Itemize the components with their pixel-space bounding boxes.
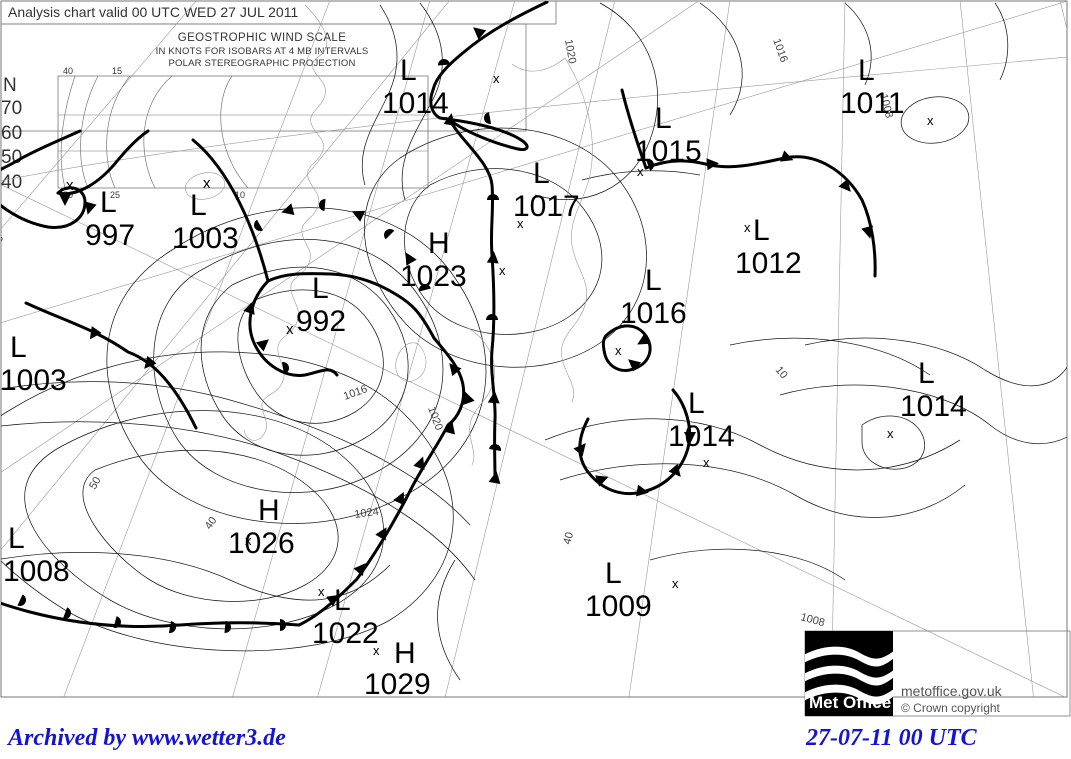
svg-text:1022: 1022 [312, 617, 379, 650]
svg-text:x: x [744, 220, 751, 235]
svg-text:x: x [672, 576, 679, 591]
svg-text:L: L [100, 186, 117, 219]
svg-text:L: L [918, 357, 935, 390]
svg-text:x: x [373, 643, 380, 658]
svg-text:1014: 1014 [668, 420, 735, 453]
svg-text:1016: 1016 [620, 297, 687, 330]
svg-text:1011: 1011 [840, 87, 905, 120]
svg-text:1009: 1009 [585, 590, 652, 623]
svg-text:x: x [493, 71, 500, 86]
svg-text:1003: 1003 [172, 222, 239, 255]
svg-text:x: x [703, 455, 710, 470]
svg-text:1029: 1029 [364, 668, 431, 701]
svg-text:Archived by www.wetter3.de: Archived by www.wetter3.de [6, 725, 286, 751]
svg-text:L: L [334, 584, 351, 617]
svg-text:x: x [927, 113, 934, 128]
svg-text:997: 997 [85, 219, 135, 252]
svg-text:IN KNOTS FOR ISOBARS AT 4 MB: IN KNOTS FOR ISOBARS AT 4 MB INTERVALS [156, 46, 369, 57]
svg-text:x: x [887, 426, 894, 441]
svg-text:x: x [615, 343, 622, 358]
svg-text:x: x [245, 533, 252, 548]
svg-text:metoffice.gov.uk: metoffice.gov.uk [901, 683, 1003, 699]
svg-text:Met Office: Met Office [809, 693, 891, 712]
svg-text:L: L [605, 557, 622, 590]
svg-text:1015: 1015 [635, 135, 702, 168]
svg-text:70: 70 [1, 98, 22, 119]
svg-text:GEOSTROPHIC WIND SCALE: GEOSTROPHIC WIND SCALE [178, 32, 347, 44]
svg-text:1012: 1012 [735, 247, 802, 280]
svg-text:x: x [286, 321, 294, 338]
svg-text:x: x [203, 175, 211, 192]
svg-text:L: L [753, 214, 770, 247]
svg-text:L: L [10, 331, 27, 364]
svg-text:© Crown copyright: © Crown copyright [901, 701, 1001, 715]
svg-text:1008: 1008 [3, 555, 70, 588]
svg-text:H: H [394, 637, 416, 670]
svg-text:L: L [655, 102, 672, 135]
svg-text:N: N [3, 75, 17, 96]
svg-text:1026: 1026 [228, 527, 295, 560]
svg-text:L: L [645, 264, 662, 297]
svg-text:L: L [858, 54, 875, 87]
svg-text:1003: 1003 [0, 364, 67, 397]
svg-text:60: 60 [1, 123, 22, 144]
svg-text:15: 15 [112, 66, 122, 76]
svg-text:H: H [258, 494, 280, 527]
svg-text:Analysis chart valid 00 UTC WE: Analysis chart valid 00 UTC WED 27 JUL 2… [8, 4, 298, 20]
svg-text:L: L [533, 157, 550, 190]
svg-text:x: x [637, 164, 644, 179]
svg-text:L: L [400, 54, 417, 87]
svg-text:1014: 1014 [382, 87, 449, 120]
svg-text:L: L [8, 522, 25, 555]
svg-text:x: x [66, 177, 74, 194]
svg-text:x: x [499, 263, 506, 278]
svg-text:L: L [312, 272, 329, 305]
svg-text:27-07-11 00 UTC: 27-07-11 00 UTC [805, 725, 978, 751]
svg-text:1023: 1023 [400, 260, 467, 293]
svg-text:x: x [517, 216, 524, 231]
svg-text:1014: 1014 [900, 390, 967, 423]
svg-text:40: 40 [63, 66, 73, 76]
svg-text:POLAR STEREOGRAPHIC PROJECTION: POLAR STEREOGRAPHIC PROJECTION [168, 58, 355, 69]
svg-text:x: x [318, 584, 325, 599]
svg-text:H: H [428, 227, 450, 260]
svg-text:992: 992 [296, 305, 346, 338]
svg-text:L: L [190, 189, 207, 222]
svg-text:L: L [688, 387, 705, 420]
